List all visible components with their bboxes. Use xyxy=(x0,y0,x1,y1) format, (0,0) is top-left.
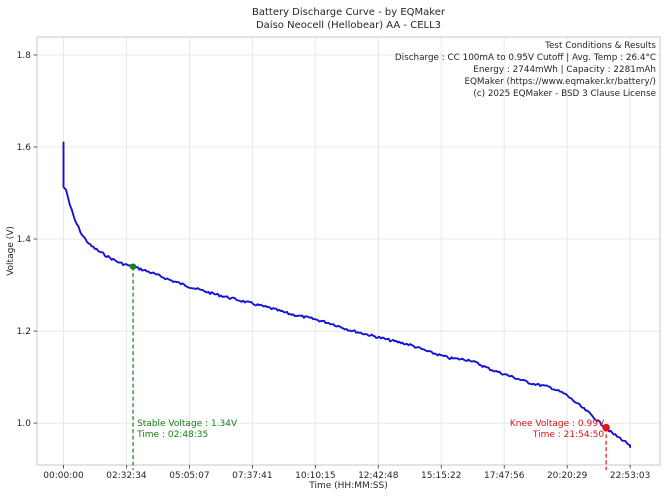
x-tick-label: 12:42:48 xyxy=(358,471,399,481)
x-tick-label: 00:00:00 xyxy=(43,471,84,481)
y-tick-label: 1.2 xyxy=(17,327,31,337)
x-tick-label: 05:05:07 xyxy=(169,471,209,481)
x-tick-label: 10:10:15 xyxy=(295,471,335,481)
discharge-curve xyxy=(62,141,632,449)
x-axis-label: Time (HH:MM:SS) xyxy=(309,481,388,491)
x-tick-label: 02:32:34 xyxy=(106,471,147,481)
test-conditions-line: EQMaker (https://www.eqmaker.kr/battery/… xyxy=(464,77,656,87)
stable-annotation-line: Stable Voltage : 1.34V xyxy=(137,419,238,429)
y-tick-label: 1.0 xyxy=(17,419,32,429)
y-tick-label: 1.6 xyxy=(17,143,32,153)
x-tick-label: 07:37:41 xyxy=(232,471,272,481)
stable-annotation-line: Time : 02:48:35 xyxy=(136,430,208,440)
chart-title: Battery Discharge Curve - by EQMaker xyxy=(251,7,445,18)
knee-annotation-line: Knee Voltage : 0.99V xyxy=(510,419,605,429)
test-conditions-line: Discharge : CC 100mA to 0.95V Cutoff | A… xyxy=(394,53,656,63)
x-tick-label: 17:47:56 xyxy=(484,471,525,481)
x-tick-label: 15:15:22 xyxy=(421,471,461,481)
x-tick-label: 20:20:29 xyxy=(547,471,588,481)
test-conditions-line: Test Conditions & Results xyxy=(545,41,656,51)
y-axis-label: Voltage (V) xyxy=(6,226,16,276)
knee-point-marker xyxy=(602,423,610,432)
axes-border xyxy=(36,36,661,466)
stable-point-marker xyxy=(129,263,137,270)
x-tick-label: 22:53:03 xyxy=(610,471,650,481)
chart-subtitle: Daiso Neocell (Hellobear) AA - CELL3 xyxy=(255,20,442,31)
y-tick-label: 1.8 xyxy=(17,51,32,61)
test-conditions-line: (c) 2025 EQMaker - BSD 3 Clause License xyxy=(473,89,656,99)
test-conditions-box: Test Conditions & Results Discharge : CC … xyxy=(395,40,656,100)
knee-annotation-line: Time : 21:54:50 xyxy=(532,430,604,440)
test-conditions-line: Energy : 2744mWh | Capacity : 2281mAh xyxy=(473,65,656,75)
y-tick-label: 1.4 xyxy=(17,235,32,245)
